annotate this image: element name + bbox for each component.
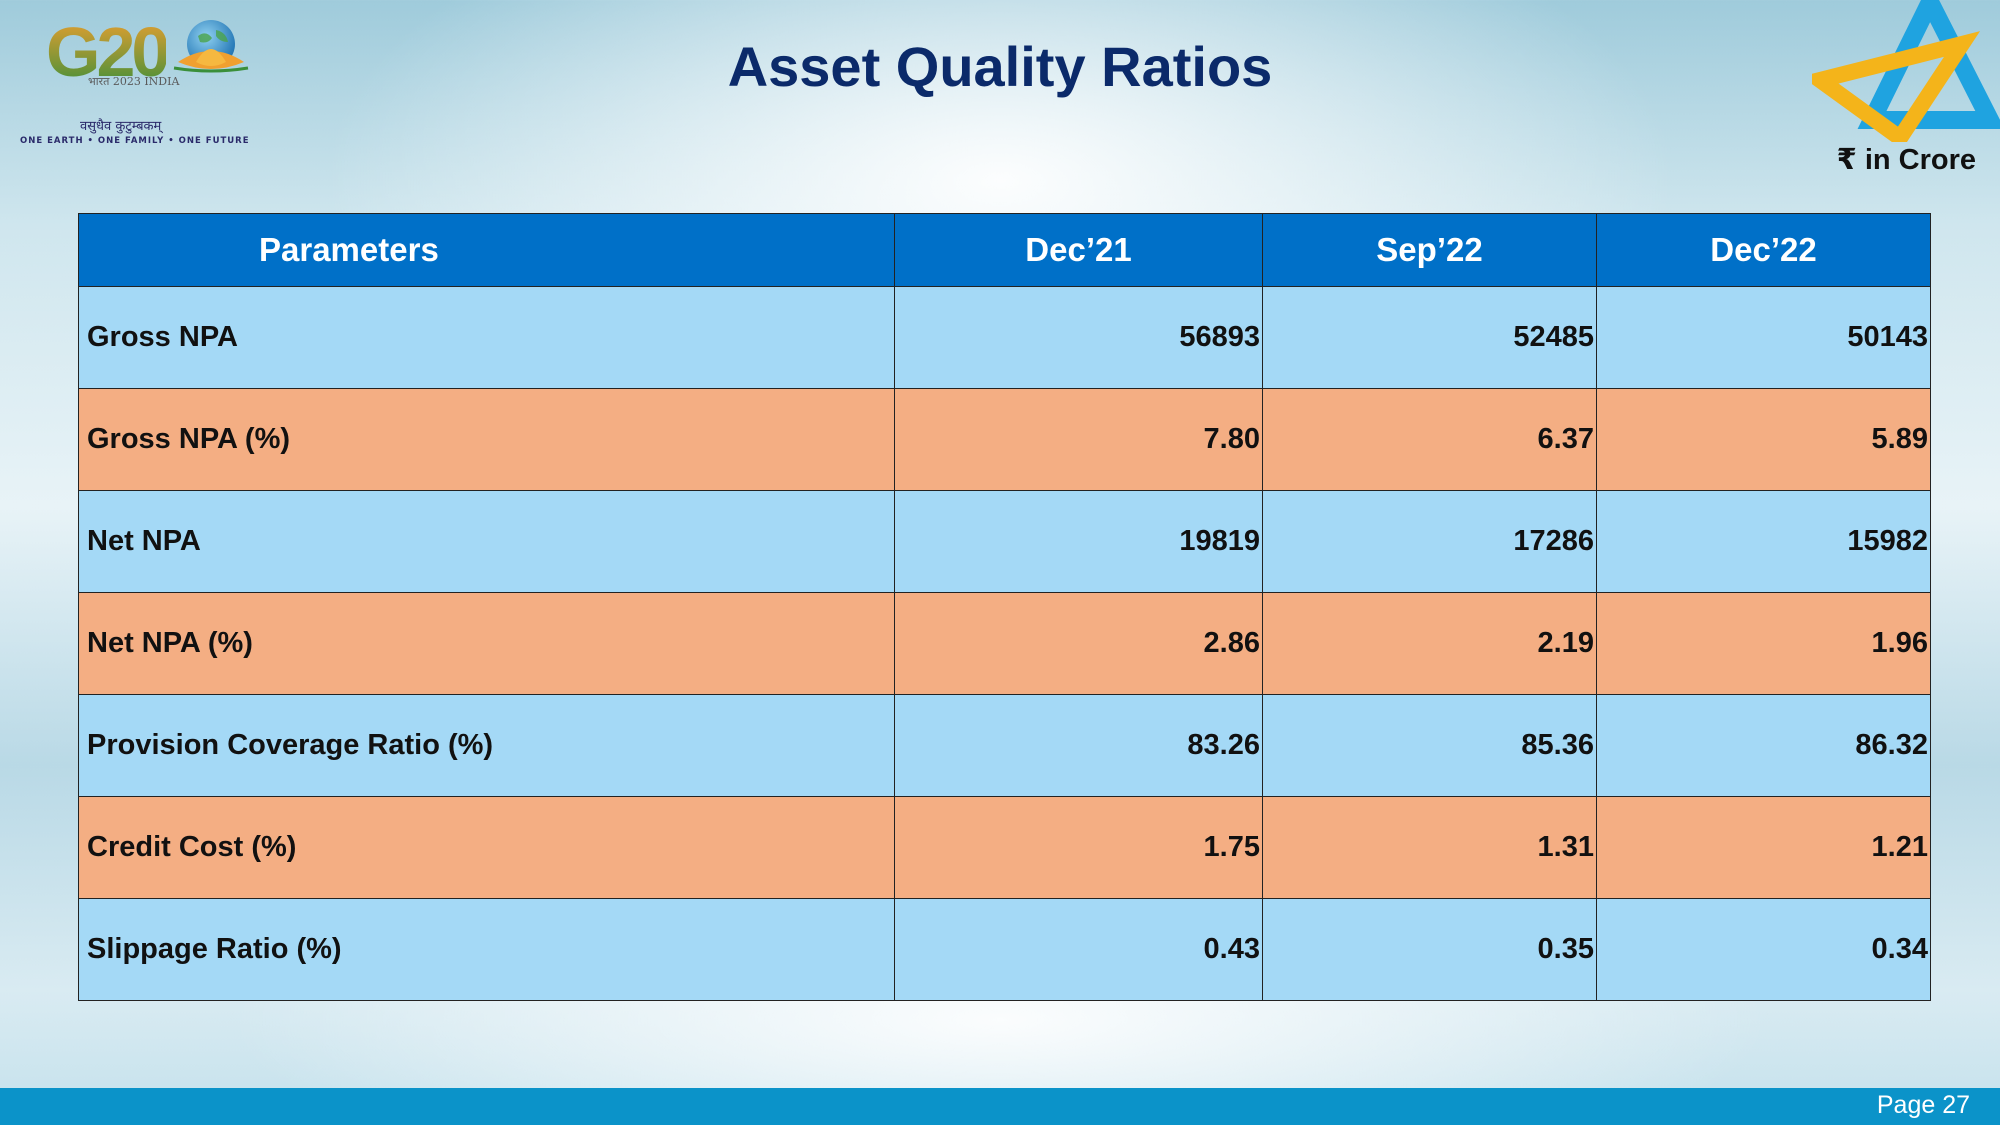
cell-sep22: 17286 — [1262, 490, 1597, 593]
row-label: Slippage Ratio (%) — [78, 898, 895, 1001]
cell-dec22: 1.21 — [1596, 796, 1931, 899]
cell-sep22: 1.31 — [1262, 796, 1597, 899]
header-dec22: Dec’22 — [1596, 213, 1931, 287]
row-label: Net NPA — [78, 490, 895, 593]
page-number: Page 27 — [1876, 1091, 1970, 1119]
row-label: Provision Coverage Ratio (%) — [78, 694, 895, 797]
cell-sep22: 6.37 — [1262, 388, 1597, 491]
cell-dec21: 56893 — [894, 286, 1263, 389]
unit-note: ₹ in Crore — [1836, 144, 1976, 176]
table-header-row: Parameters Dec’21 Sep’22 Dec’22 — [78, 213, 1931, 287]
cell-dec22: 1.96 — [1596, 592, 1931, 695]
page-title: Asset Quality Ratios — [727, 35, 1273, 98]
cell-dec21: 19819 — [894, 490, 1263, 593]
cell-dec21: 0.43 — [894, 898, 1263, 1001]
table-row: Gross NPA 56893 52485 50143 — [78, 286, 1931, 389]
cell-dec22: 15982 — [1596, 490, 1931, 593]
table-row: Slippage Ratio (%) 0.43 0.35 0.34 — [78, 898, 1931, 1001]
table-row: Provision Coverage Ratio (%) 83.26 85.36… — [78, 694, 1931, 797]
row-label: Credit Cost (%) — [78, 796, 895, 899]
header-sep22: Sep’22 — [1262, 213, 1597, 287]
table-row: Credit Cost (%) 1.75 1.31 1.21 — [78, 796, 1931, 899]
g20-motto: ONE EARTH • ONE FAMILY • ONE FUTURE — [20, 136, 250, 146]
header-dec21: Dec’21 — [894, 213, 1263, 287]
cell-dec22: 5.89 — [1596, 388, 1931, 491]
cell-dec21: 2.86 — [894, 592, 1263, 695]
cell-dec22: 86.32 — [1596, 694, 1931, 797]
bank-of-india-star-logo-icon — [1812, 0, 2000, 142]
header-parameters: Parameters — [78, 213, 895, 287]
cell-dec22: 50143 — [1596, 286, 1931, 389]
g20-lotus-globe-icon — [173, 20, 249, 73]
table-row: Net NPA 19819 17286 15982 — [78, 490, 1931, 593]
footer-bar: Page 27 — [0, 1088, 2000, 1125]
asset-quality-table: Parameters Dec’21 Sep’22 Dec’22 Gross NP… — [78, 213, 1931, 1001]
g20-mark: G20 — [46, 13, 170, 91]
cell-dec21: 1.75 — [894, 796, 1263, 899]
cell-dec21: 83.26 — [894, 694, 1263, 797]
row-label: Net NPA (%) — [78, 592, 895, 695]
cell-sep22: 2.19 — [1262, 592, 1597, 695]
g20-logo: G20 भारत 2023 INDIA वसुधैव कुटुम्बकम् ON… — [18, 12, 268, 152]
table-row: Gross NPA (%) 7.80 6.37 5.89 — [78, 388, 1931, 491]
cell-sep22: 0.35 — [1262, 898, 1597, 1001]
cell-sep22: 85.36 — [1262, 694, 1597, 797]
cell-dec22: 0.34 — [1596, 898, 1931, 1001]
cell-dec21: 7.80 — [894, 388, 1263, 491]
cell-sep22: 52485 — [1262, 286, 1597, 389]
g20-sanskrit-line: वसुधैव कुटुम्बकम् — [80, 119, 162, 134]
row-label: Gross NPA — [78, 286, 895, 389]
row-label: Gross NPA (%) — [78, 388, 895, 491]
g20-bharat-line: भारत 2023 INDIA — [88, 75, 180, 88]
table-row: Net NPA (%) 2.86 2.19 1.96 — [78, 592, 1931, 695]
